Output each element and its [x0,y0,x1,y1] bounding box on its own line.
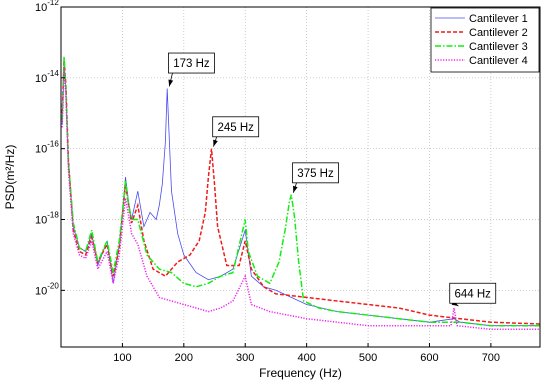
x-tick-label: 700 [482,352,500,364]
annotation-label: 245 Hz [217,122,254,134]
annotation-box [168,52,215,74]
x-tick-label: 200 [175,352,193,364]
series-line-3 [61,56,540,327]
annotation-arrowhead [293,185,298,193]
annotations: 173 Hz 245 Hz 375 Hz 644 Hz [168,52,497,307]
annotation-label: 375 Hz [297,168,334,180]
annotation-label: 644 Hz [455,288,492,300]
legend-label-2: Cantilever 2 [469,27,528,39]
y-tick-label: 10-20 [35,281,59,297]
annotation-box [449,282,497,304]
x-tick-label: 100 [113,352,131,364]
legend-label-1: Cantilever 1 [469,13,528,25]
x-tick-label: 300 [236,352,254,364]
annotation-box [292,162,339,184]
annotation-label: 173 Hz [173,58,210,70]
y-tick-label: 10-16 [35,140,59,156]
x-tick-label: 400 [297,352,315,364]
y-axis-label: PSD(m²/Hz) [3,145,17,210]
series-lines [61,56,541,331]
x-tick-label: 600 [420,352,438,364]
x-axis-label: Frequency (Hz) [259,366,342,380]
series-line-2 [61,60,541,325]
y-tick-label: 10-18 [35,211,59,227]
legend: Cantilever 1 Cantilever 2 Cantilever 3 Cant… [430,7,540,73]
annotation-arrowhead [213,139,218,147]
plot-frame [60,6,541,348]
series-line-4 [61,67,540,331]
y-tick-label: 10-12 [35,0,59,14]
legend-label-3: Cantilever 3 [469,41,528,53]
annotation-box [212,116,260,138]
legend-box [430,7,540,73]
annotation-arrowhead [168,79,174,87]
y-tick-label: 10-14 [35,69,59,85]
axis-ticks: 100 200 300 400 500 600 700 10-12 10-14 10-16 10-1… [35,0,500,364]
legend-label-4: Cantilever 4 [469,55,528,67]
x-tick-label: 500 [359,352,377,364]
